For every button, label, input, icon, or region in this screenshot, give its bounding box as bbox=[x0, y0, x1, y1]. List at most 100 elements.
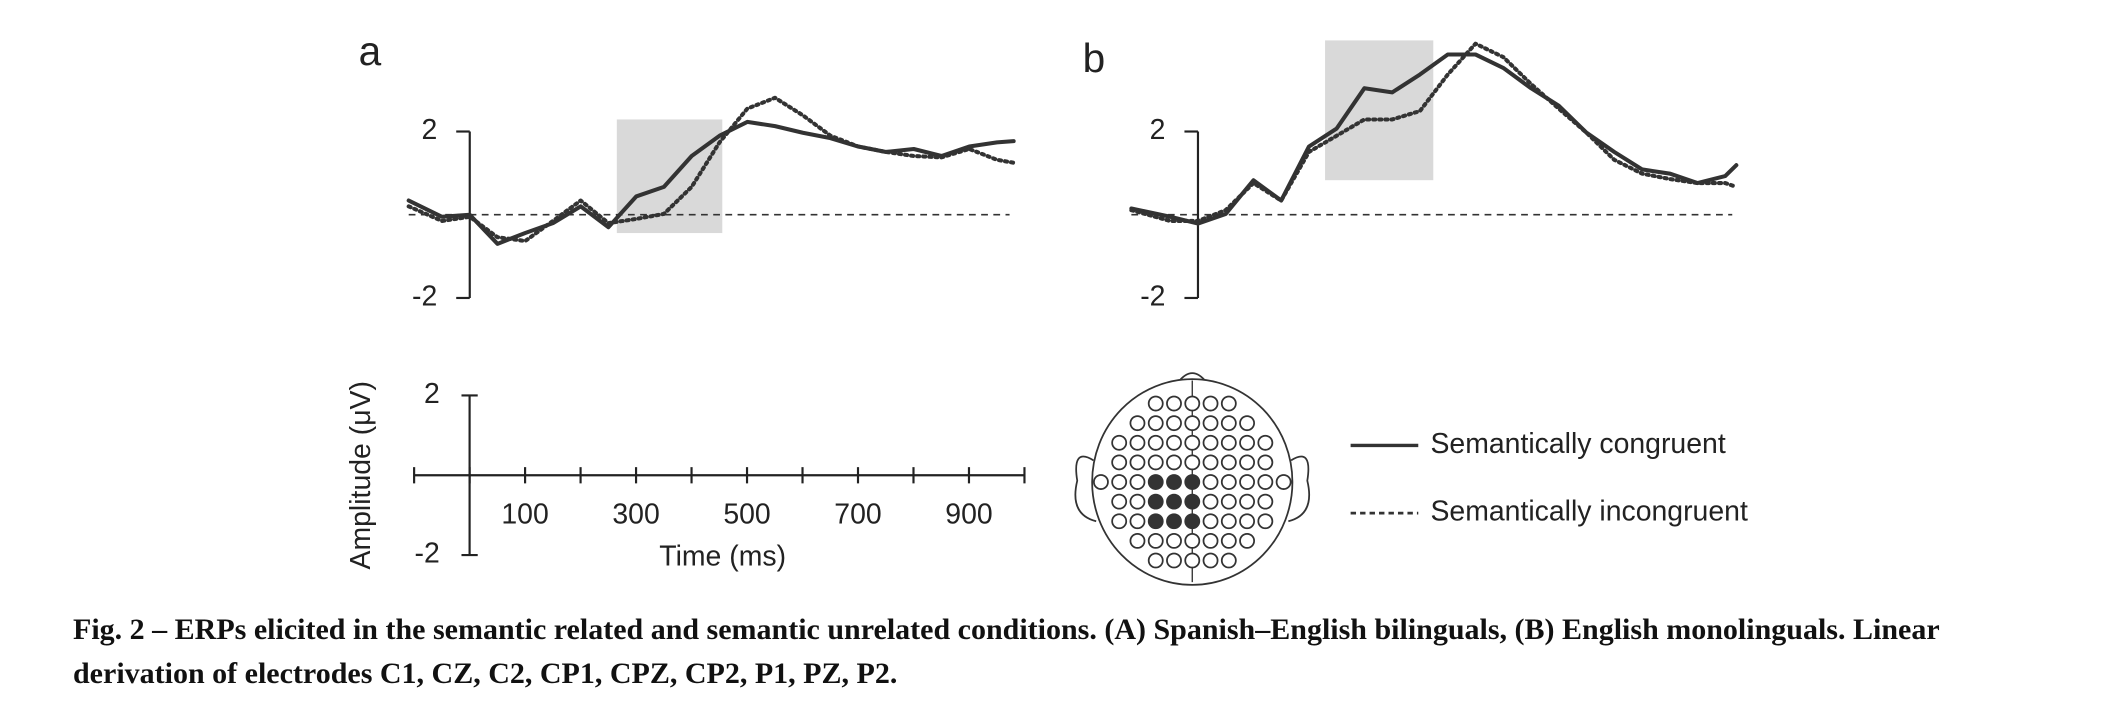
electrode bbox=[1220, 552, 1237, 569]
electrode bbox=[1257, 474, 1274, 490]
electrode bbox=[1184, 552, 1201, 569]
electrode bbox=[1111, 493, 1128, 510]
electrode-selected bbox=[1147, 474, 1164, 490]
electrode bbox=[1239, 493, 1255, 510]
electrode bbox=[1111, 474, 1128, 490]
legend-label: Semantically congruent bbox=[1430, 428, 1725, 460]
electrode bbox=[1202, 454, 1219, 471]
electrode bbox=[1220, 434, 1237, 451]
electrode-selected bbox=[1184, 474, 1201, 490]
electrode bbox=[1220, 474, 1237, 490]
electrode bbox=[1111, 454, 1128, 471]
electrode bbox=[1239, 513, 1255, 530]
x-tick-label: 300 bbox=[612, 498, 659, 530]
electrode bbox=[1239, 454, 1255, 471]
electrode bbox=[1129, 493, 1146, 510]
electrode bbox=[1166, 454, 1182, 471]
electrode bbox=[1166, 395, 1182, 412]
y-tick-label: -2 bbox=[1140, 280, 1165, 312]
electrode bbox=[1111, 513, 1128, 530]
electrode bbox=[1202, 434, 1219, 451]
y-tick-label: -2 bbox=[415, 538, 440, 570]
panel-label: b bbox=[1083, 35, 1106, 81]
legend-label: Semantically incongruent bbox=[1430, 496, 1747, 528]
electrode bbox=[1220, 415, 1237, 432]
head-ear-left bbox=[1074, 455, 1097, 523]
electrode bbox=[1184, 434, 1201, 451]
electrode bbox=[1220, 532, 1237, 549]
electrode bbox=[1166, 415, 1182, 432]
electrode bbox=[1147, 395, 1164, 412]
electrode bbox=[1129, 454, 1146, 471]
electrode bbox=[1147, 454, 1164, 471]
x-tick-label: 700 bbox=[834, 498, 881, 530]
y-tick-label: -2 bbox=[412, 280, 437, 312]
electrode bbox=[1202, 493, 1219, 510]
electrode bbox=[1239, 474, 1255, 490]
electrode bbox=[1220, 493, 1237, 510]
electrode bbox=[1239, 434, 1255, 451]
electrode bbox=[1147, 415, 1164, 432]
shaded-window bbox=[616, 119, 723, 234]
electrode bbox=[1257, 434, 1274, 451]
electrode bbox=[1257, 454, 1274, 471]
electrode bbox=[1147, 434, 1164, 451]
electrode bbox=[1129, 434, 1146, 451]
x-tick-label: 900 bbox=[945, 498, 992, 530]
electrode bbox=[1202, 395, 1219, 412]
electrode bbox=[1166, 552, 1182, 569]
electrode bbox=[1275, 474, 1292, 490]
electrode bbox=[1220, 454, 1237, 471]
electrode bbox=[1147, 552, 1164, 569]
electrode bbox=[1239, 415, 1255, 432]
electrode bbox=[1184, 532, 1201, 549]
series-line bbox=[406, 119, 1016, 246]
electrode bbox=[1220, 513, 1237, 530]
electrode-map bbox=[1074, 372, 1311, 586]
electrode bbox=[1202, 474, 1219, 490]
electrode bbox=[1257, 493, 1274, 510]
series-line bbox=[1129, 52, 1739, 226]
electrode bbox=[1129, 415, 1146, 432]
electrode bbox=[1166, 434, 1182, 451]
electrode bbox=[1129, 532, 1146, 549]
electrode bbox=[1202, 552, 1219, 569]
shaded-window bbox=[1325, 40, 1434, 181]
panel-label: a bbox=[359, 28, 382, 74]
y-tick-label: 2 bbox=[424, 378, 440, 410]
electrode bbox=[1129, 513, 1146, 530]
x-tick-label: 100 bbox=[501, 498, 548, 530]
y-axis-label: Amplitude (μV) bbox=[345, 381, 377, 569]
series-line bbox=[406, 95, 1016, 244]
head-ear-right bbox=[1288, 455, 1311, 523]
x-tick-label: 500 bbox=[723, 498, 770, 530]
electrode bbox=[1184, 415, 1201, 432]
electrode bbox=[1093, 474, 1109, 490]
electrode-selected bbox=[1184, 493, 1201, 510]
electrode-selected bbox=[1166, 474, 1182, 490]
electrode bbox=[1111, 434, 1128, 451]
electrode bbox=[1129, 474, 1146, 490]
electrode bbox=[1147, 532, 1164, 549]
electrode bbox=[1202, 532, 1219, 549]
electrode-selected bbox=[1147, 493, 1164, 510]
electrode-selected bbox=[1166, 513, 1182, 530]
electrode-selected bbox=[1147, 513, 1164, 530]
y-tick-label: 2 bbox=[421, 114, 437, 146]
electrode bbox=[1166, 532, 1182, 549]
electrode bbox=[1202, 513, 1219, 530]
x-axis-label: Time (ms) bbox=[659, 540, 786, 572]
electrode bbox=[1257, 513, 1274, 530]
series-line bbox=[1129, 41, 1739, 223]
electrode-selected bbox=[1184, 513, 1201, 530]
electrode-selected bbox=[1166, 493, 1182, 510]
y-tick-label: 2 bbox=[1150, 114, 1166, 146]
electrode bbox=[1184, 395, 1201, 412]
electrode bbox=[1202, 415, 1219, 432]
electrode bbox=[1184, 454, 1201, 471]
caption: Fig. 2 – ERPs elicited in the semantic r… bbox=[73, 613, 1940, 690]
electrode bbox=[1220, 395, 1237, 412]
electrode bbox=[1239, 532, 1255, 549]
figure: Semantically congruent Semantically inco… bbox=[345, 28, 1748, 586]
